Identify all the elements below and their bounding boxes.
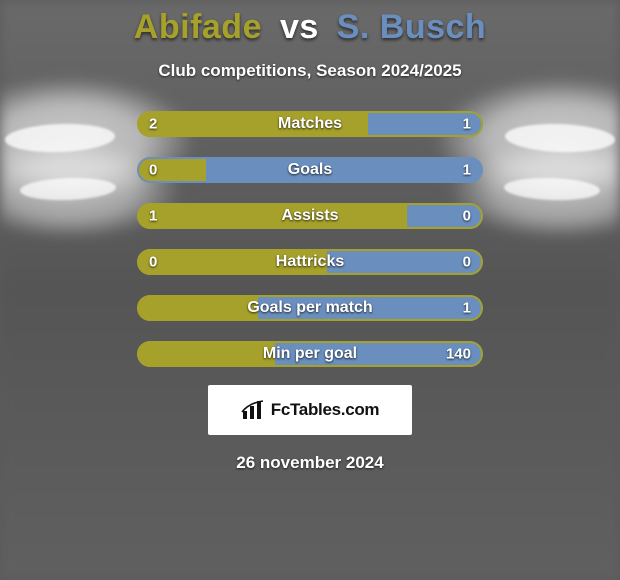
stat-label: Matches xyxy=(278,115,342,133)
logo-box: FcTables.com xyxy=(208,385,412,435)
logo-text: FcTables.com xyxy=(271,400,380,420)
stat-value-right: 140 xyxy=(446,346,471,363)
stat-segment-left xyxy=(137,295,258,321)
stat-label: Goals per match xyxy=(247,299,372,317)
title-player1: Abifade xyxy=(134,8,262,46)
stat-value-right: 1 xyxy=(463,162,471,179)
stat-value-left: 0 xyxy=(149,162,157,179)
stat-label: Assists xyxy=(282,207,339,225)
page-title: Abifade vs S. Busch xyxy=(0,8,620,47)
stat-segment-left xyxy=(137,157,206,183)
title-vs: vs xyxy=(280,8,319,46)
stat-value-left: 2 xyxy=(149,116,157,133)
comparison-card: Abifade vs S. Busch Club competitions, S… xyxy=(0,0,620,580)
title-player2: S. Busch xyxy=(337,8,486,46)
stat-label: Min per goal xyxy=(263,345,357,363)
stat-segment-right xyxy=(206,157,483,183)
stat-segment-left xyxy=(137,341,275,367)
stat-value-right: 1 xyxy=(463,116,471,133)
stat-bars: 2 1 Matches 0 1 Goals 1 0 Assists 0 0 Hattricks 1 Goa… xyxy=(137,111,483,367)
stat-value-left: 1 xyxy=(149,208,157,225)
stat-label: Goals xyxy=(288,161,332,179)
stat-value-right: 0 xyxy=(463,208,471,225)
stat-label: Hattricks xyxy=(276,253,344,271)
stat-row: 0 0 Hattricks xyxy=(137,249,483,275)
stat-row: 1 Goals per match xyxy=(137,295,483,321)
stat-row: 2 1 Matches xyxy=(137,111,483,137)
stat-value-right: 0 xyxy=(463,254,471,271)
stat-row: 1 0 Assists xyxy=(137,203,483,229)
subtitle: Club competitions, Season 2024/2025 xyxy=(0,61,620,81)
stat-value-left: 0 xyxy=(149,254,157,271)
bar-chart-icon xyxy=(241,399,265,421)
stat-segment-left xyxy=(137,203,407,229)
date-label: 26 november 2024 xyxy=(0,453,620,473)
stat-segment-right xyxy=(327,249,483,275)
stat-segment-right xyxy=(407,203,483,229)
stat-row: 0 1 Goals xyxy=(137,157,483,183)
stat-value-right: 1 xyxy=(463,300,471,317)
stat-row: 140 Min per goal xyxy=(137,341,483,367)
